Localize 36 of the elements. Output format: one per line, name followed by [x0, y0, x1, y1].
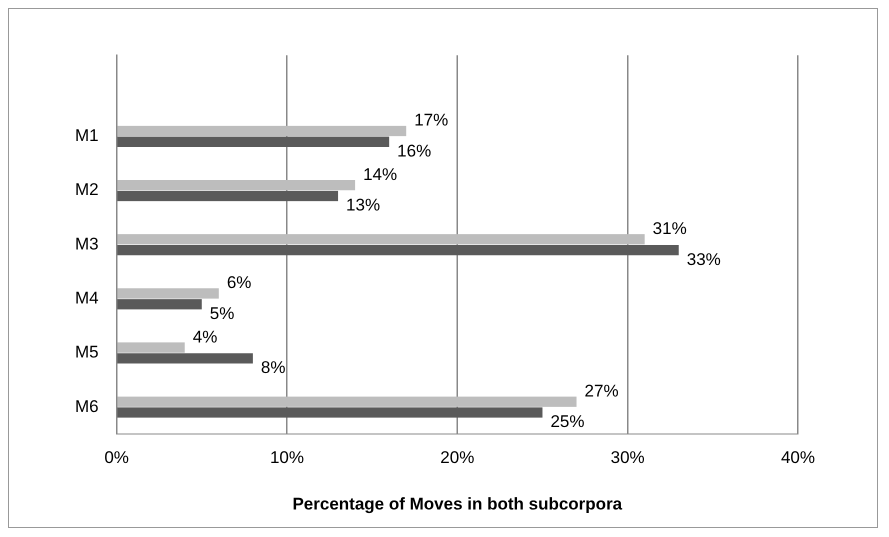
bar — [117, 396, 577, 407]
data-label: 5% — [210, 304, 234, 323]
data-label: 13% — [346, 196, 380, 215]
data-label: 14% — [363, 164, 398, 184]
x-tick-label: 30% — [610, 448, 645, 468]
data-label: 16% — [397, 142, 432, 161]
y-tick-label: M3 — [74, 234, 99, 254]
data-label: 8% — [260, 358, 286, 378]
y-tick-label: M4 — [74, 288, 99, 308]
bar — [117, 353, 253, 364]
x-tick-label: 20% — [440, 448, 474, 468]
x-tick-label: 10% — [270, 448, 304, 468]
data-label: 27% — [584, 381, 619, 400]
bar — [117, 234, 645, 244]
y-tick-label: M6 — [74, 396, 99, 416]
y-tick-label: M1 — [74, 126, 99, 146]
data-label: 31% — [652, 218, 687, 238]
bar — [117, 342, 185, 353]
bar — [117, 180, 356, 190]
x-tick-label: 40% — [780, 448, 816, 468]
bar — [117, 288, 219, 299]
x-axis-title: Percentage of Moves in both subcorpora — [292, 494, 623, 514]
y-tick-label: M5 — [74, 342, 99, 362]
bar — [117, 244, 679, 256]
y-tick-label: M2 — [74, 180, 99, 200]
data-label: 33% — [686, 250, 721, 269]
data-label: 25% — [550, 412, 585, 432]
data-label: 6% — [226, 273, 252, 292]
x-tick-label: 0% — [104, 448, 129, 468]
bar — [117, 190, 338, 202]
bar — [117, 407, 542, 418]
bar — [117, 126, 406, 136]
data-label: 17% — [414, 110, 448, 130]
data-label: 4% — [192, 327, 218, 346]
bar — [117, 136, 390, 147]
bar — [117, 299, 202, 310]
